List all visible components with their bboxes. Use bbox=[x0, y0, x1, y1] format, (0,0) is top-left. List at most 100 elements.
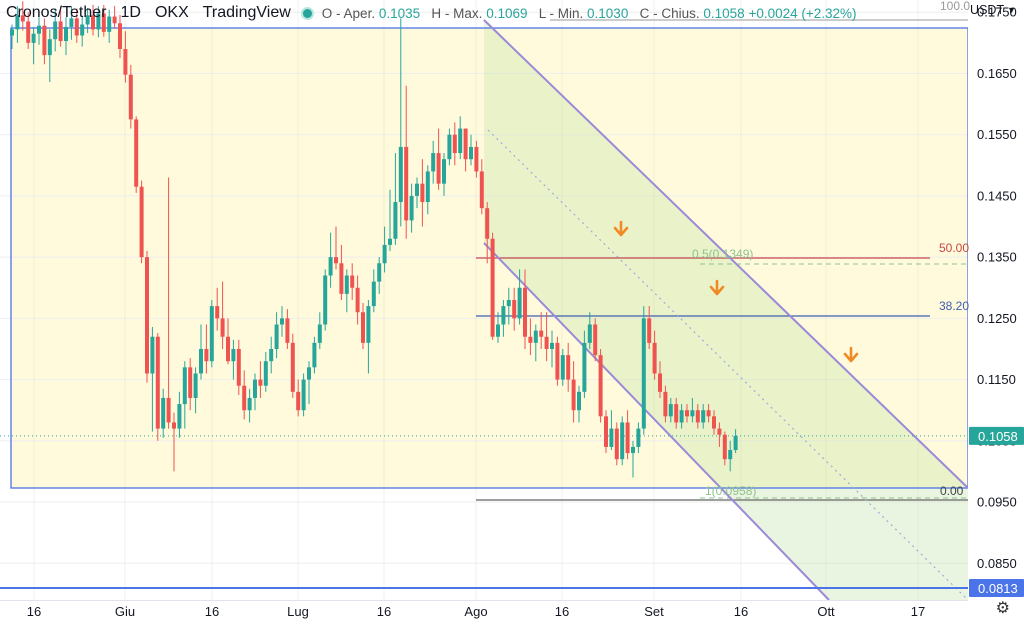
candle-body bbox=[204, 348, 209, 362]
candle-body bbox=[447, 134, 452, 160]
drawing-overlays bbox=[0, 19, 969, 601]
candle-body bbox=[469, 146, 473, 160]
candle-body bbox=[420, 183, 425, 203]
candle-body bbox=[479, 171, 484, 209]
candle-body bbox=[388, 238, 392, 245]
time-tick-label: Giu bbox=[115, 604, 135, 619]
candle-body bbox=[37, 25, 41, 34]
candle-body bbox=[199, 348, 203, 374]
time-tick-label: 17 bbox=[911, 604, 925, 619]
candle-body bbox=[614, 428, 619, 460]
candle-body bbox=[436, 153, 441, 184]
candle-body bbox=[425, 171, 430, 203]
candle-body bbox=[690, 410, 695, 417]
candle-body bbox=[236, 348, 241, 386]
interval[interactable]: 1D bbox=[120, 4, 141, 21]
open-value: 0.1035 bbox=[378, 5, 421, 21]
time-tick-label: 16 bbox=[27, 604, 41, 619]
close-value: 0.1058 bbox=[703, 5, 745, 21]
candle-body bbox=[20, 15, 25, 22]
candle-body bbox=[641, 318, 646, 429]
candle-body bbox=[366, 306, 371, 343]
candle-body bbox=[209, 306, 214, 362]
symbol-legend[interactable]: Cronos/Tether 1D OKX TradingView O - Ape… bbox=[6, 3, 857, 23]
candle-body bbox=[263, 361, 268, 386]
candle-body bbox=[625, 422, 630, 454]
low-label: L - Min. bbox=[538, 5, 584, 21]
candle-body bbox=[528, 336, 533, 343]
candle-body bbox=[80, 24, 85, 36]
time-tick-label: Ott bbox=[817, 604, 835, 619]
candle-body bbox=[668, 404, 673, 417]
price-axis-background bbox=[968, 0, 1024, 620]
candle-body bbox=[193, 373, 198, 398]
gear-icon[interactable]: ⚙ bbox=[995, 600, 1010, 617]
candle-body bbox=[463, 128, 468, 160]
candle-body bbox=[166, 397, 171, 423]
candle-body bbox=[474, 146, 479, 172]
candle-body bbox=[226, 336, 230, 362]
channel-fill bbox=[484, 20, 968, 600]
candle-body bbox=[123, 48, 128, 75]
candle-body bbox=[242, 385, 247, 411]
candle-body bbox=[258, 379, 263, 386]
close-label: C - Chius. bbox=[639, 5, 700, 21]
candle-body bbox=[150, 336, 155, 374]
candle-body bbox=[58, 21, 63, 42]
candle-body bbox=[631, 446, 635, 454]
candle-body bbox=[544, 336, 549, 349]
chevron-down-icon: ▼ bbox=[1007, 5, 1016, 15]
candle-body bbox=[26, 21, 31, 43]
candle-body bbox=[685, 410, 689, 417]
candle-body bbox=[663, 391, 668, 417]
candle-body bbox=[253, 379, 257, 398]
candle-body bbox=[188, 367, 193, 398]
candle-body bbox=[501, 306, 506, 325]
fib-0-value-label: 1(0.0958) bbox=[705, 484, 756, 498]
candle-body bbox=[334, 257, 338, 264]
candle-body bbox=[458, 128, 463, 154]
currency-select[interactable]: USDT ▼ bbox=[970, 3, 1016, 17]
candle-body bbox=[280, 318, 284, 325]
candle-body bbox=[355, 287, 360, 313]
candle-body bbox=[398, 146, 403, 203]
candle-body bbox=[539, 330, 544, 337]
candle-body bbox=[269, 348, 274, 362]
price-tick-label: 0.1750 bbox=[977, 5, 1017, 20]
candle-body bbox=[134, 119, 139, 187]
candle-body bbox=[431, 153, 436, 172]
candle-body bbox=[712, 416, 716, 429]
candle-body bbox=[722, 434, 727, 460]
price-tick-label: 0.0950 bbox=[977, 495, 1017, 510]
last-price-label: 0.1058 bbox=[978, 429, 1018, 444]
candle-body bbox=[566, 355, 571, 380]
price-tick-label: 0.1350 bbox=[977, 250, 1017, 265]
candle-body bbox=[145, 257, 149, 374]
exchange: OKX bbox=[154, 4, 189, 21]
channel-lower-line bbox=[483, 242, 830, 601]
price-tick-label: 0.1450 bbox=[977, 188, 1017, 203]
candle-body bbox=[172, 422, 176, 429]
candle-body bbox=[220, 318, 225, 337]
candle-body bbox=[371, 281, 376, 307]
symbol-name[interactable]: Cronos/Tether bbox=[6, 4, 107, 21]
candle-body bbox=[10, 29, 14, 36]
high-value: 0.1069 bbox=[486, 5, 528, 21]
candle-body bbox=[485, 208, 490, 239]
candle-body bbox=[517, 287, 522, 319]
candle-body bbox=[717, 428, 722, 435]
candle-body bbox=[47, 39, 52, 56]
candle-body bbox=[512, 300, 517, 319]
candle-body bbox=[323, 275, 328, 325]
price-tick-label: 0.1250 bbox=[977, 311, 1017, 326]
candle-body bbox=[555, 342, 560, 380]
candle-body bbox=[658, 373, 662, 392]
candle-body bbox=[42, 25, 47, 56]
candle-body bbox=[593, 324, 598, 356]
candle-body bbox=[290, 342, 295, 392]
change-value: +0.0024 (+2.32%) bbox=[748, 5, 857, 21]
candle-body bbox=[361, 312, 365, 343]
candle-body bbox=[636, 428, 641, 447]
